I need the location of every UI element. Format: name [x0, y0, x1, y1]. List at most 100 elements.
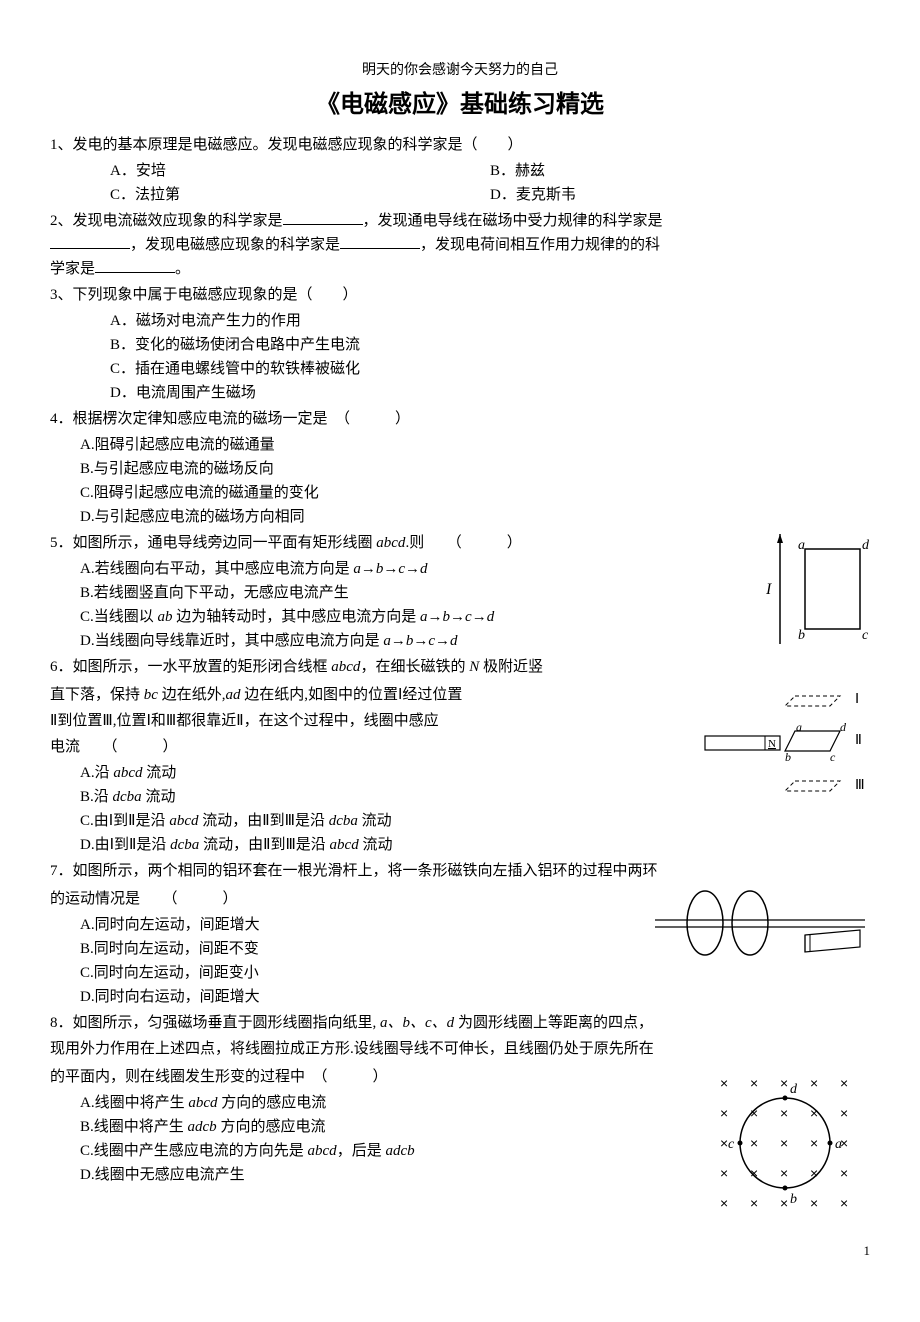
q6-figure: Ⅰ N a d b c Ⅱ Ⅲ — [700, 681, 870, 819]
q8-figure: ××××× ××××× ××××× ××××× ××××× d a b c — [700, 1063, 870, 1221]
q7-l1: 7．如图所示，两个相同的铝环套在一根光滑杆上，将一条形磁铁向左插入铝环的过程中两… — [50, 859, 870, 883]
q6-l2: 直下落，保持 bc 边在纸外,ad 边在纸内,如图中的位置Ⅰ经过位置 — [50, 683, 690, 707]
q3-opt-c: C．插在通电螺线管中的软铁棒被磁化 — [110, 357, 870, 381]
q8c-b: ，后是 — [337, 1143, 386, 1159]
q7-opt-b: B.同时向左运动，间距不变 — [80, 937, 640, 961]
q5-opt-a: A.若线圈向右平动，其中感应电流方向是 a→b→c→d — [80, 557, 750, 581]
fig6-a: a — [796, 720, 802, 734]
q2-t2: ，发现通电导线在磁场中受力规律的科学家是 — [363, 213, 663, 229]
q7-l2: 的运动情况是 （ ） — [50, 887, 640, 911]
q4-opt-a: A.阻碍引起感应电流的磁通量 — [80, 433, 870, 457]
q5-stem-b: .则 （ ） — [405, 535, 521, 551]
q6c-a: C.由Ⅰ到Ⅱ是沿 — [80, 813, 169, 829]
svg-text:×: × — [780, 1075, 788, 1091]
q6b-b: 流动 — [142, 789, 176, 805]
q5-stem-a: 5．如图所示，通电导线旁边同一平面有矩形线圈 — [50, 535, 376, 551]
q2: 2、发现电流磁效应现象的科学家是，发现通电导线在磁场中受力规律的科学家是 ，发现… — [50, 209, 870, 281]
q6l2ad: ad — [225, 687, 240, 703]
q2-blank1[interactable] — [283, 209, 363, 225]
q3-opt-a: A．磁场对电流产生力的作用 — [110, 309, 870, 333]
q5c-i: a→b→c→d — [420, 609, 494, 625]
q6-opt-d: D.由Ⅰ到Ⅱ是沿 dcba 流动，由Ⅱ到Ⅲ是沿 abcd 流动 — [80, 833, 690, 857]
q5-opt-d: D.当线圈向导线靠近时，其中感应电流方向是 a→b→c→d — [80, 629, 750, 653]
svg-text:×: × — [840, 1195, 848, 1211]
q6b-i: dcba — [113, 789, 142, 805]
svg-text:×: × — [720, 1195, 728, 1211]
q7-opt-a: A.同时向左运动，间距增大 — [80, 913, 640, 937]
q6-opt-c: C.由Ⅰ到Ⅱ是沿 abcd 流动，由Ⅱ到Ⅲ是沿 dcba 流动 — [80, 809, 690, 833]
q2-t6: 。 — [175, 261, 190, 277]
q6c-i1: abcd — [169, 813, 198, 829]
fig8-a: a — [835, 1137, 842, 1152]
svg-text:×: × — [780, 1165, 788, 1181]
q7-opt-c: C.同时向左运动，间距变小 — [80, 961, 640, 985]
svg-text:×: × — [840, 1075, 848, 1091]
q8a-b: 方向的感应电流 — [218, 1095, 327, 1111]
q1-stem: 1、发电的基本原理是电磁感应。发现电磁感应现象的科学家是（ ） — [50, 133, 870, 157]
q1-opt-a: A．安培 — [110, 159, 490, 183]
q6-opt-a: A.沿 abcd 流动 — [80, 761, 690, 785]
fig5-b: b — [798, 628, 805, 643]
q8c-a: C.线圈中产生感应电流的方向先是 — [80, 1143, 308, 1159]
svg-text:×: × — [750, 1135, 758, 1151]
q5-stem-abcd: abcd — [376, 535, 405, 551]
q6l1c: 极附近竖 — [479, 659, 543, 675]
q8-l2: 现用外力作用在上述四点，将线圈拉成正方形.设线圈导线不可伸长，且线圈仍处于原先所… — [50, 1037, 870, 1061]
svg-text:×: × — [750, 1075, 758, 1091]
svg-text:×: × — [840, 1105, 848, 1121]
q6d-i1: dcba — [170, 837, 199, 853]
fig6-d: d — [840, 720, 847, 734]
q6-l3: Ⅱ到位置Ⅲ,位置Ⅰ和Ⅲ都很靠近Ⅱ，在这个过程中，线圈中感应 — [50, 709, 690, 733]
q8-opt-a: A.线圈中将产生 abcd 方向的感应电流 — [80, 1091, 690, 1115]
q5a-t: A.若线圈向右平动，其中感应电流方向是 — [80, 561, 353, 577]
motto: 明天的你会感谢今天努力的自己 — [50, 60, 870, 82]
q5-opt-c: C.当线圈以 ab 边为轴转动时，其中感应电流方向是 a→b→c→d — [80, 605, 750, 629]
page-title: 《电磁感应》基础练习精选 — [50, 86, 870, 124]
q8b-a: B.线圈中将产生 — [80, 1119, 188, 1135]
q2-blank2[interactable] — [50, 233, 130, 249]
q2-blank4[interactable] — [95, 257, 175, 273]
q8-opt-d: D.线圈中无感应电流产生 — [80, 1163, 690, 1187]
fig5-a: a — [798, 538, 805, 553]
q4-opt-d: D.与引起感应电流的磁场方向相同 — [80, 505, 870, 529]
q8l1a: 8．如图所示，匀强磁场垂直于圆形线圈指向纸里, — [50, 1015, 380, 1031]
fig5-d: d — [862, 538, 870, 553]
q6c-i2: dcba — [329, 813, 358, 829]
q8-opt-b: B.线圈中将产生 adcb 方向的感应电流 — [80, 1115, 690, 1139]
svg-text:×: × — [720, 1165, 728, 1181]
q5d-t: D.当线圈向导线靠近时，其中感应电流方向是 — [80, 633, 383, 649]
q5-stem: 5．如图所示，通电导线旁边同一平面有矩形线圈 abcd.则 （ ） — [50, 531, 750, 555]
q2-t1: 2、发现电流磁效应现象的科学家是 — [50, 213, 283, 229]
q6l1N: N — [469, 659, 479, 675]
q1-opt-b: B．赫兹 — [490, 159, 870, 183]
fig8-b: b — [790, 1192, 797, 1207]
q6l2bc: bc — [144, 687, 158, 703]
q5-opt-b: B.若线圈竖直向下平动，无感应电流产生 — [80, 581, 750, 605]
q2-t5: 学家是 — [50, 261, 95, 277]
svg-text:×: × — [810, 1135, 818, 1151]
svg-text:×: × — [720, 1105, 728, 1121]
q8b-b: 方向的感应电流 — [217, 1119, 326, 1135]
q5c-ab: ab — [158, 609, 173, 625]
q8b-i: adcb — [188, 1119, 217, 1135]
q3-opt-d: D．电流周围产生磁场 — [110, 381, 870, 405]
q5c-t: C.当线圈以 — [80, 609, 158, 625]
q6-opt-b: B.沿 dcba 流动 — [80, 785, 690, 809]
fig6-c: c — [830, 750, 836, 764]
q6-l1: 6．如图所示，一水平放置的矩形闭合线框 abcd，在细长磁铁的 N 极附近竖 — [50, 655, 750, 679]
q2-blank3[interactable] — [340, 233, 420, 249]
q6l2a: 直下落，保持 — [50, 687, 144, 703]
q1-opt-d: D．麦克斯韦 — [490, 183, 870, 207]
q4-opt-b: B.与引起感应电流的磁场反向 — [80, 457, 870, 481]
q8-opt-c: C.线圈中产生感应电流的方向先是 abcd，后是 adcb — [80, 1139, 690, 1163]
svg-text:×: × — [780, 1195, 788, 1211]
q6a-b: 流动 — [143, 765, 177, 781]
q6c-b: 流动，由Ⅱ到Ⅲ是沿 — [198, 813, 328, 829]
q5-figure: I a d b c — [760, 529, 870, 657]
q3-stem: 3、下列现象中属于电磁感应现象的是（ ） — [50, 283, 870, 307]
q6a-a: A.沿 — [80, 765, 113, 781]
q6d-i2: abcd — [330, 837, 359, 853]
svg-text:×: × — [810, 1195, 818, 1211]
fig6-b: b — [785, 750, 791, 764]
q6b-a: B.沿 — [80, 789, 113, 805]
